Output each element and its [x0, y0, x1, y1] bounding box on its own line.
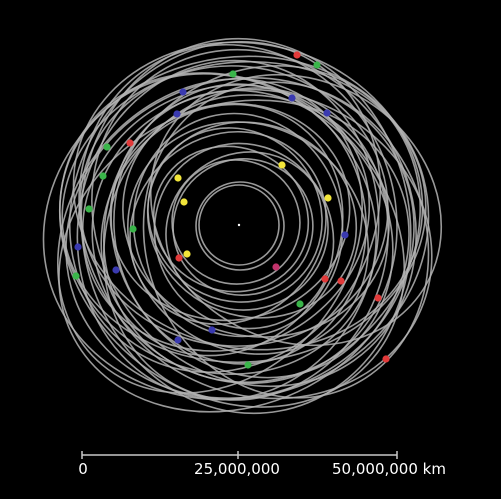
- green-body: [296, 300, 304, 308]
- blue-body: [74, 243, 82, 251]
- yellow-body: [324, 194, 332, 202]
- green-body: [72, 272, 80, 280]
- blue-body: [323, 109, 331, 117]
- orbit-path: [58, 99, 410, 413]
- blue-body: [288, 94, 296, 102]
- orbit-path: [58, 72, 406, 408]
- green-body: [129, 225, 137, 233]
- blue-body: [173, 110, 181, 118]
- red-body: [337, 277, 345, 285]
- orbit-path: [129, 130, 327, 326]
- yellow-body: [183, 250, 191, 258]
- orbiting-bodies: [72, 51, 390, 369]
- orbit-path: [57, 78, 363, 394]
- orbit-path: [42, 55, 430, 401]
- blue-body: [208, 326, 216, 334]
- green-body: [103, 143, 111, 151]
- green-body: [244, 361, 252, 369]
- scale-label-0: 0: [78, 460, 88, 478]
- orbit-path: [72, 41, 424, 351]
- orbit-path: [81, 84, 371, 352]
- orbit-path: [113, 83, 367, 365]
- scale-label-25m: 25,000,000: [194, 460, 280, 478]
- orbit-paths: [42, 37, 443, 415]
- orbit-path: [80, 37, 412, 415]
- blue-body: [179, 88, 187, 96]
- orbit-path: [142, 81, 430, 399]
- green-body: [85, 205, 93, 213]
- orbit-path: [61, 60, 427, 364]
- orbit-path: [171, 159, 301, 285]
- yellow-body: [180, 198, 188, 206]
- orbit-path: [65, 76, 415, 400]
- orbit-path: [127, 121, 369, 355]
- central-body: [237, 223, 241, 227]
- yellow-body: [174, 174, 182, 182]
- orbit-path: [100, 103, 344, 357]
- red-body: [374, 294, 382, 302]
- blue-body: [174, 336, 182, 344]
- orbit-path: [172, 158, 314, 296]
- scale-label-50m: 50,000,000 km: [332, 460, 446, 478]
- yellow-body: [278, 161, 286, 169]
- orbit-path: [198, 184, 280, 266]
- green-body: [229, 70, 237, 78]
- red-body: [293, 51, 301, 59]
- green-body: [99, 172, 107, 180]
- orbit-path: [153, 142, 335, 330]
- magenta-body: [272, 263, 280, 271]
- red-body: [175, 254, 183, 262]
- orbit-path: [68, 40, 382, 374]
- orbit-path: [91, 88, 433, 400]
- scale-bar: 0 25,000,000 50,000,000 km: [78, 451, 446, 478]
- orbit-path: [195, 181, 285, 271]
- red-body: [321, 275, 329, 283]
- red-body: [126, 139, 134, 147]
- blue-body: [112, 266, 120, 274]
- orbit-path: [132, 112, 344, 338]
- blue-body: [341, 231, 349, 239]
- red-body: [382, 355, 390, 363]
- green-body: [313, 61, 321, 69]
